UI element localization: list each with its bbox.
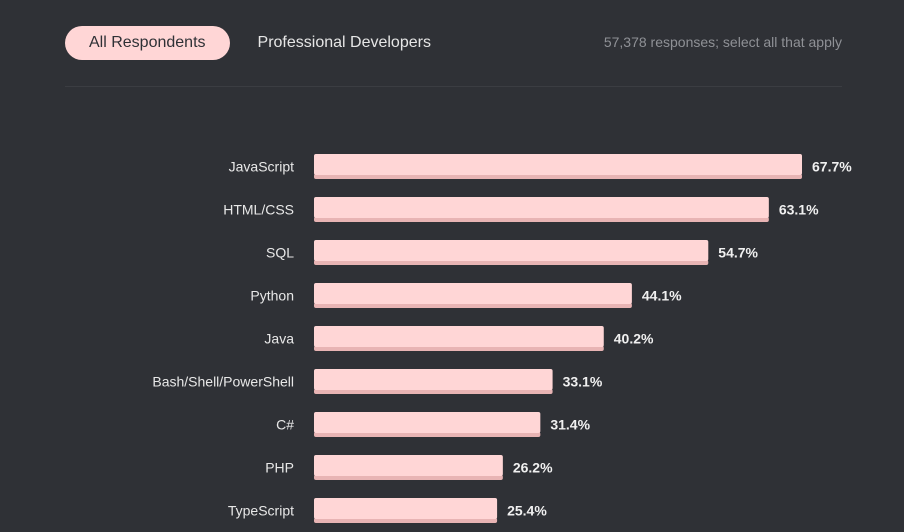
bar-row: Java 40.2%: [264, 326, 654, 351]
bar-row: Bash/Shell/PowerShell 33.1%: [152, 369, 603, 394]
value-label: 33.1%: [563, 374, 603, 390]
bar-row: C# 31.4%: [276, 412, 591, 437]
bar: [314, 369, 553, 390]
bar-shadow: [314, 303, 632, 308]
bar: [314, 498, 498, 519]
bar: [314, 197, 769, 218]
value-label: 31.4%: [550, 417, 590, 433]
bar-shadow: [314, 217, 769, 222]
bar: [314, 283, 632, 304]
value-label: 63.1%: [779, 202, 819, 218]
bar-row: TypeScript 25.4%: [228, 498, 547, 523]
category-label: Bash/Shell/PowerShell: [152, 374, 294, 390]
respondent-tabs: All Respondents Professional Developers: [65, 26, 435, 60]
value-label: 44.1%: [642, 288, 682, 304]
bar-shadow: [314, 346, 604, 351]
category-label: JavaScript: [229, 159, 294, 175]
tab-all-respondents[interactable]: All Respondents: [65, 26, 230, 60]
category-label: HTML/CSS: [223, 202, 294, 218]
category-label: SQL: [266, 245, 294, 261]
tab-professional-developers[interactable]: Professional Developers: [257, 34, 431, 51]
bar-shadow: [314, 518, 498, 523]
category-label: PHP: [265, 460, 294, 476]
value-label: 67.7%: [812, 159, 852, 175]
responses-note: 57,378 responses; select all that apply: [603, 34, 842, 50]
header-divider: [65, 86, 842, 87]
category-label: Java: [264, 331, 294, 347]
bar-row: SQL 54.7%: [266, 240, 759, 265]
bar: [314, 455, 503, 476]
bar-shadow: [314, 475, 503, 480]
bar: [314, 412, 541, 433]
category-label: TypeScript: [228, 503, 294, 519]
bar: [314, 154, 802, 175]
value-label: 26.2%: [513, 460, 553, 476]
value-label: 25.4%: [507, 503, 547, 519]
bar-row: PHP 26.2%: [265, 455, 553, 480]
bar-shadow: [314, 260, 709, 265]
category-label: Python: [250, 288, 294, 304]
bar-shadow: [314, 174, 802, 179]
bar: [314, 240, 709, 261]
value-label: 54.7%: [718, 245, 758, 261]
bar-row: JavaScript 67.7%: [229, 154, 852, 179]
bar-row: HTML/CSS 63.1%: [223, 197, 819, 222]
bar-shadow: [314, 432, 541, 437]
value-label: 40.2%: [614, 331, 654, 347]
bar-shadow: [314, 389, 553, 394]
bar-row: Python 44.1%: [250, 283, 682, 308]
bar: [314, 326, 604, 347]
category-label: C#: [276, 417, 294, 433]
